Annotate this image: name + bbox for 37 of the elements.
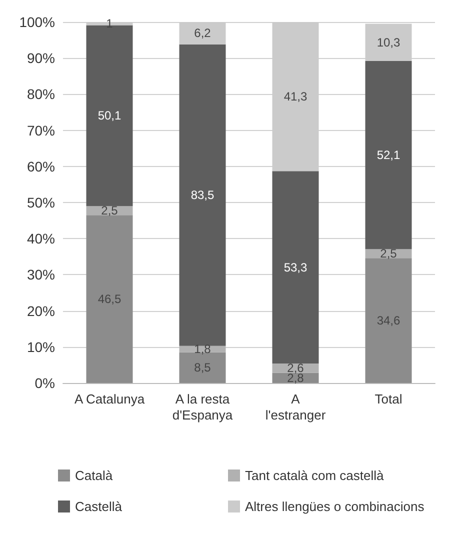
data-label: 1,8 [194, 342, 212, 356]
x-tick-label: A Catalunya [74, 392, 146, 406]
legend-label: Castellà [75, 499, 123, 514]
bar [272, 171, 319, 364]
data-label: 83,5 [190, 188, 214, 202]
data-label: 53,3 [284, 260, 308, 274]
y-tick-label: 0% [34, 375, 55, 391]
data-label: 8,5 [194, 360, 212, 375]
y-tick-label: 100% [19, 14, 55, 30]
legend-label: Tant català com castellà [245, 468, 385, 483]
data-label: 2,5 [101, 204, 118, 218]
y-tick-label: 20% [26, 302, 55, 319]
y-tick-label: 30% [26, 266, 55, 283]
data-label: 6,2 [194, 26, 212, 40]
y-tick-label: 70% [26, 122, 55, 138]
data-label: 2,5 [380, 246, 398, 261]
y-tick-label: 60% [26, 158, 55, 174]
data-label: 52,1 [376, 148, 400, 162]
data-label: 46,5 [98, 292, 122, 306]
legend-label: Català [75, 468, 114, 483]
data-label: 34,6 [376, 314, 400, 328]
y-tick-label: 50% [26, 194, 55, 210]
data-label: 10,3 [376, 35, 400, 50]
y-tick-label: 40% [26, 230, 55, 247]
bar [86, 215, 133, 383]
x-tick-label: Total [374, 392, 402, 406]
data-label: 41,3 [284, 90, 308, 104]
y-tick-label: 80% [26, 86, 55, 102]
bar [365, 60, 412, 250]
x-tick-label: A l'estranger [265, 392, 326, 422]
x-tick-label: A la resta d'Espanya [172, 392, 234, 422]
y-tick-label: 90% [26, 50, 55, 66]
legend-label: Altres llengües o combinacions [245, 499, 425, 514]
bar [179, 44, 226, 346]
y-tick-label: 10% [26, 338, 55, 355]
data-label: 50,1 [98, 108, 122, 123]
bar [365, 258, 412, 383]
